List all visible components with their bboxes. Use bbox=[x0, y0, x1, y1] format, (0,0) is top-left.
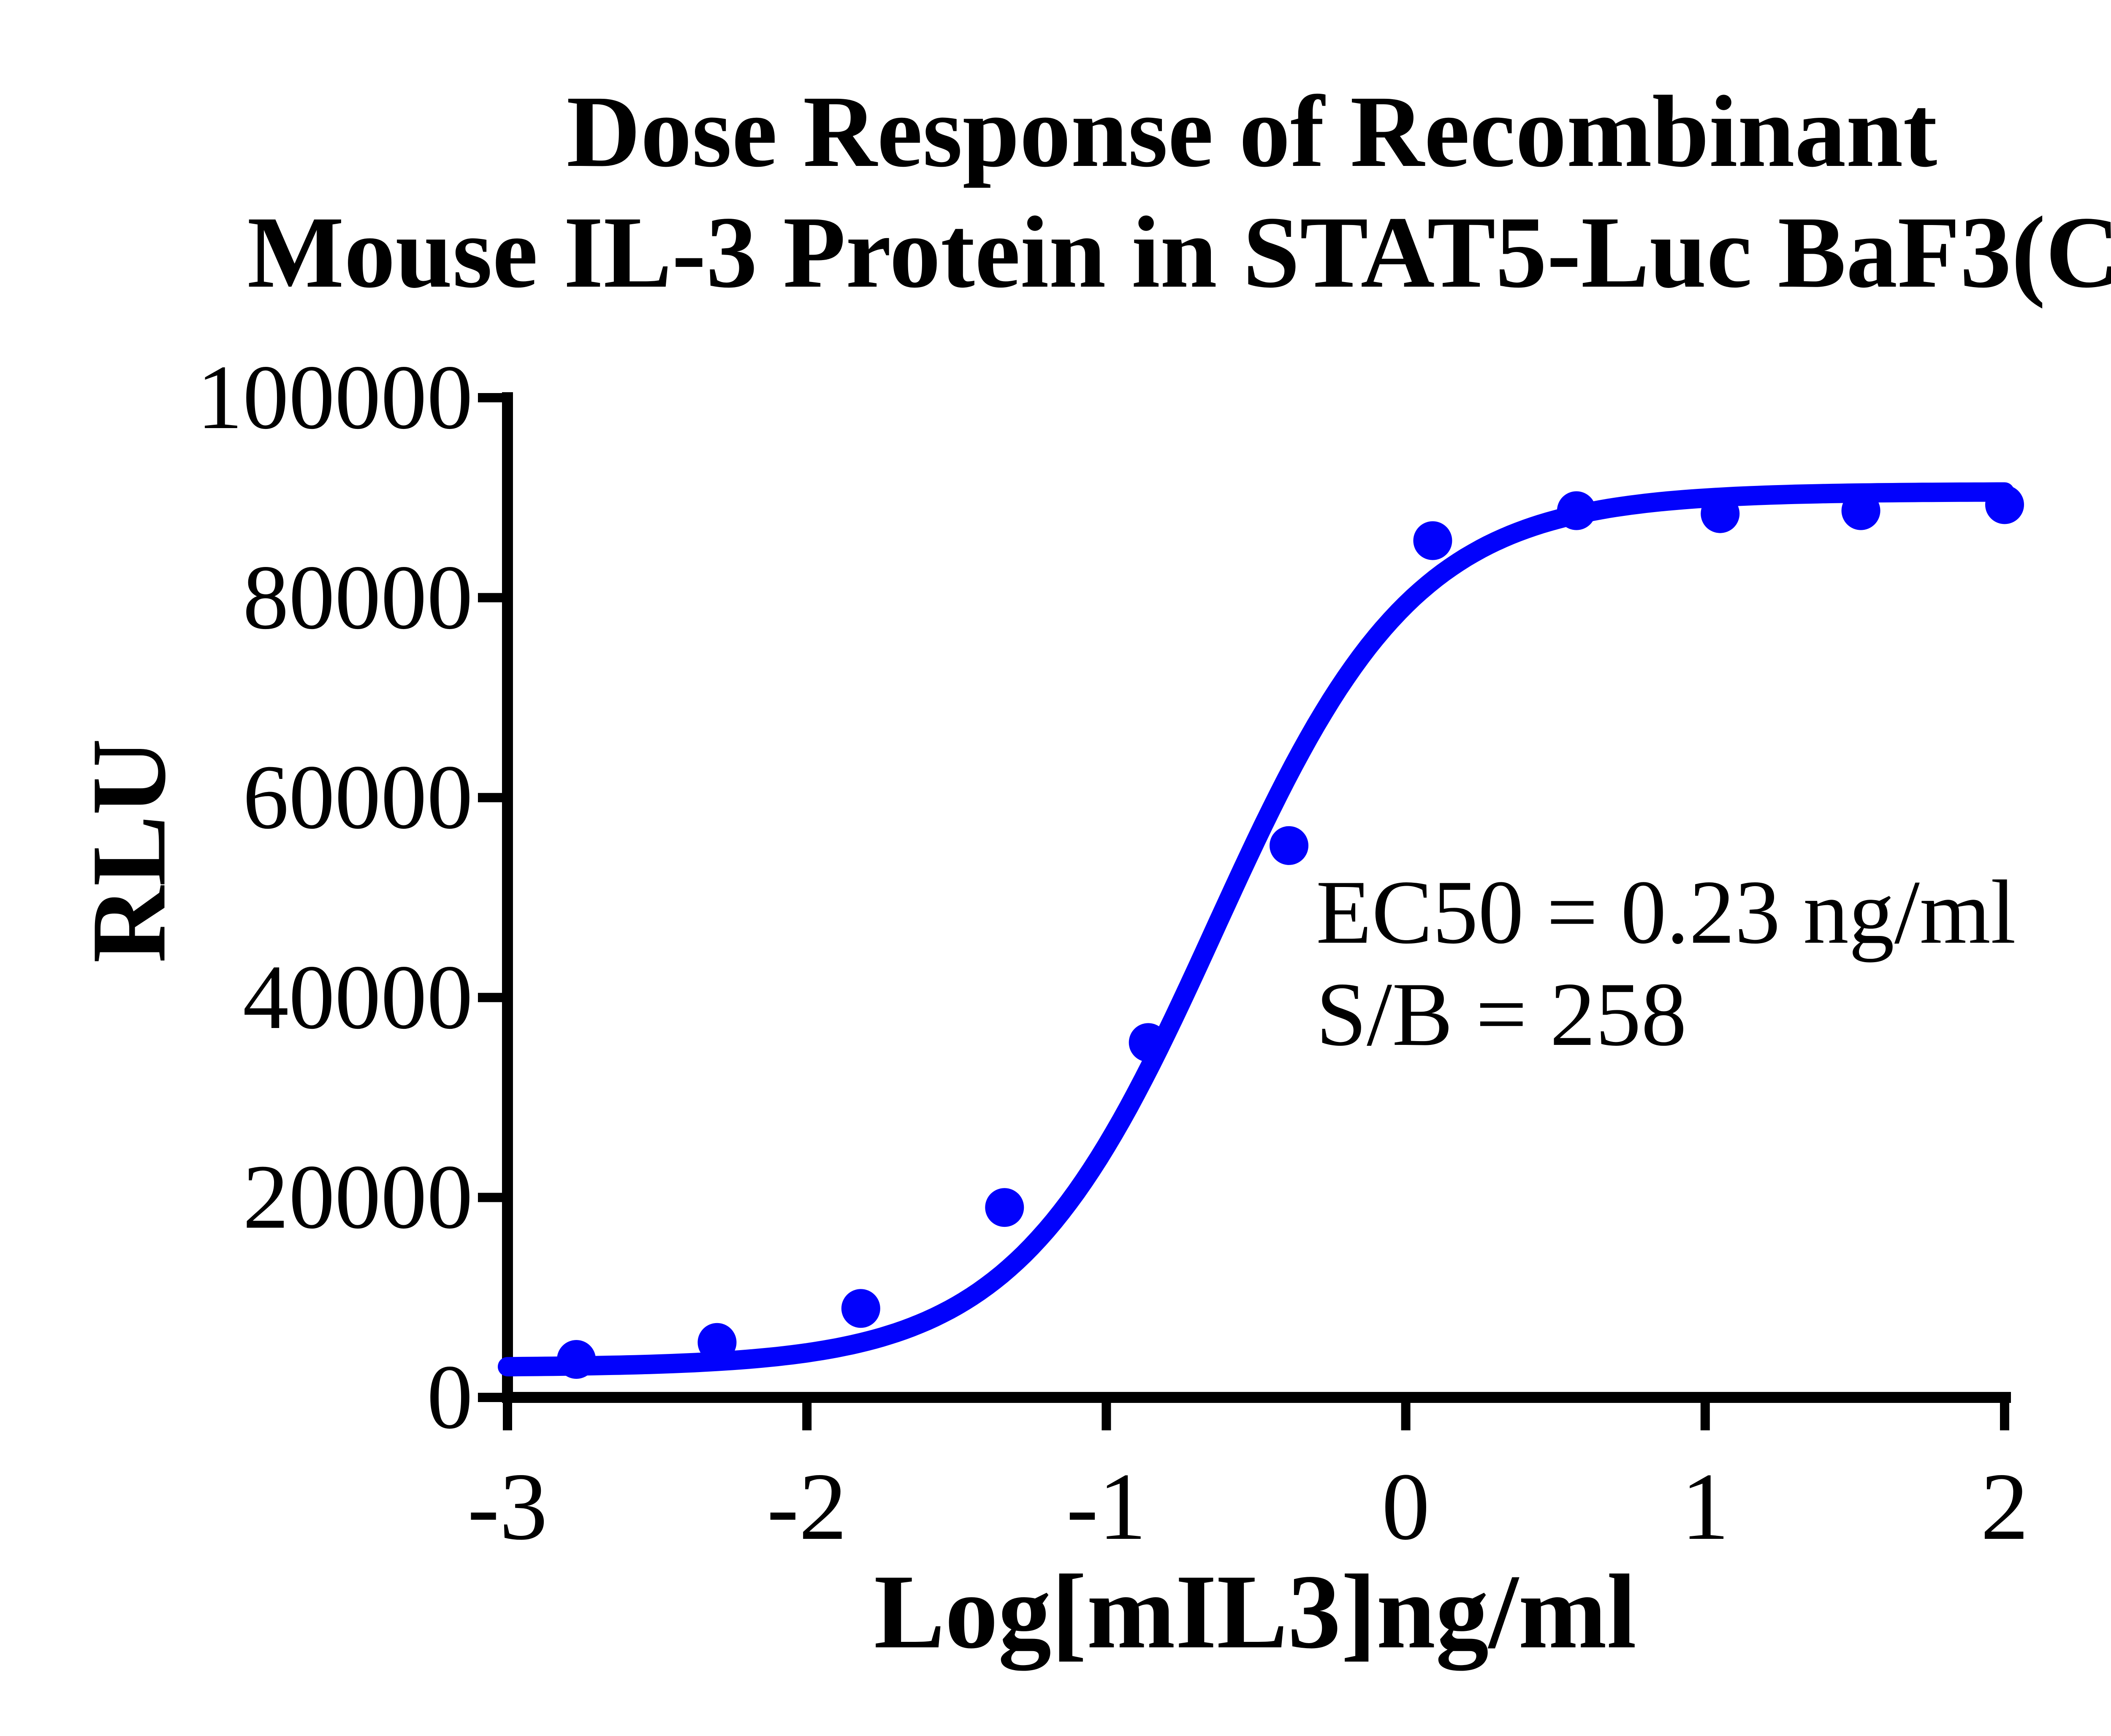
x-tick-label: 0 bbox=[1381, 1454, 1430, 1560]
chart-title: Dose Response of Recombinant Mouse IL-3 … bbox=[176, 71, 2111, 312]
fit-curve bbox=[498, 482, 2014, 1377]
annotation-block: EC50 = 0.23 ng/ml S/B = 258 bbox=[1316, 861, 2016, 1066]
y-tick-label: 80000 bbox=[243, 546, 473, 648]
y-tick-label: 0 bbox=[427, 1346, 473, 1448]
data-point bbox=[1413, 521, 1452, 560]
x-tick-label: 1 bbox=[1681, 1454, 1729, 1560]
y-tick-label: 100000 bbox=[197, 347, 473, 448]
x-tick-label: -3 bbox=[467, 1454, 548, 1560]
chart-title-line1: Dose Response of Recombinant bbox=[566, 74, 1937, 188]
y-tick-label: 40000 bbox=[243, 946, 473, 1048]
x-tick-label: -2 bbox=[767, 1454, 847, 1560]
x-tick-label: 2 bbox=[1981, 1454, 2029, 1560]
x-axis-title: Log[mIL3]ng/ml bbox=[874, 1552, 1637, 1671]
data-point bbox=[985, 1188, 1024, 1227]
y-tick-label: 60000 bbox=[243, 746, 473, 849]
x-tick-label: -1 bbox=[1066, 1454, 1147, 1560]
chart-title-line2: Mouse IL-3 Protein in STAT5-Luc BaF3(C18… bbox=[247, 195, 2111, 309]
annotation-signal-background: S/B = 258 bbox=[1316, 964, 1687, 1065]
data-point bbox=[1270, 826, 1309, 865]
data-point bbox=[841, 1289, 880, 1328]
annotation-ec50: EC50 = 0.23 ng/ml bbox=[1316, 862, 2016, 963]
y-tick-label: 20000 bbox=[243, 1146, 473, 1248]
